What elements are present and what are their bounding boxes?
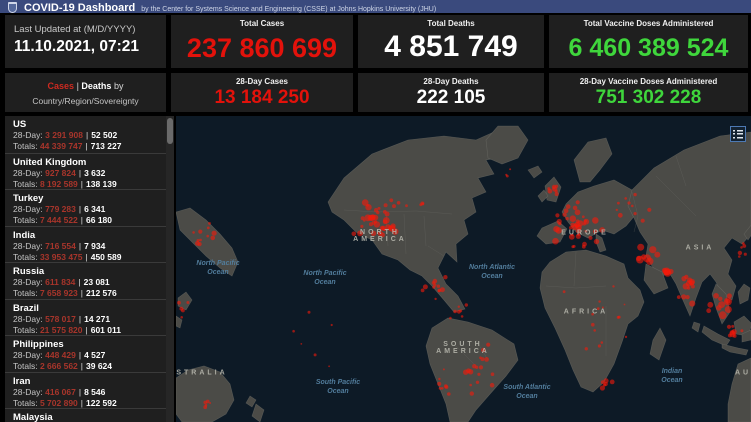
app-header: COVID-19 Dashboard by the Center for Sys… bbox=[0, 0, 751, 13]
day-vaccines-value: 751 302 228 bbox=[595, 87, 702, 108]
country-row-philippines[interactable]: Philippines 28-Day: 448 429 | 4 527 Totals… bbox=[5, 335, 166, 372]
country-totals-line: Totals: 7 658 923 | 212 576 bbox=[13, 288, 117, 298]
country-totals-line: Totals: 7 444 522 | 66 180 bbox=[13, 215, 112, 225]
country-name: United Kingdom bbox=[13, 156, 87, 168]
day-cases-label: 28-Day Cases bbox=[235, 77, 289, 86]
country-totals-line: Totals: 33 953 475 | 450 589 bbox=[13, 251, 122, 262]
country-28day-line: 28-Day: 416 067 | 8 546 bbox=[13, 386, 106, 397]
country-totals-line: Totals: 8 192 589 | 138 139 bbox=[13, 178, 117, 189]
country-row-russia[interactable]: Russia 28-Day: 611 834 | 23 081 Totals: 7 … bbox=[5, 262, 166, 299]
day-deaths-panel: 28-Day Deaths 222 105 bbox=[358, 73, 544, 112]
app-title: COVID-19 Dashboard bbox=[24, 2, 136, 13]
country-28day-line: 28-Day: 3 291 908 | 52 502 bbox=[13, 130, 118, 140]
day-vaccines-label: 28-Day Vaccine Doses Administered bbox=[579, 77, 718, 86]
case-dots-layer bbox=[177, 168, 747, 410]
last-updated-panel: Last Updated at (M/D/YYYY) 11.10.2021, 0… bbox=[5, 15, 166, 68]
country-28day-line: 28-Day: 448 429 | 4 527 bbox=[13, 350, 106, 360]
day-cases-panel: 28-Day Cases 13 184 250 bbox=[171, 73, 353, 112]
day-deaths-value: 222 105 bbox=[416, 87, 486, 108]
scrollbar-thumb[interactable] bbox=[167, 118, 173, 144]
country-name: Russia bbox=[13, 266, 45, 277]
country-row-iran[interactable]: Iran 28-Day: 416 067 | 8 546 Totals: 5 702… bbox=[5, 371, 166, 409]
last-updated-value: 11.10.2021, 07:21 bbox=[14, 38, 139, 55]
country-name: India bbox=[13, 229, 36, 241]
country-28day-line: 28-Day: 716 554 | 7 934 bbox=[13, 240, 106, 251]
day-cases-value: 13 184 250 bbox=[214, 87, 310, 108]
country-totals-line: Totals: 21 575 820 | 601 011 bbox=[13, 324, 121, 335]
country-name: Iran bbox=[13, 375, 31, 387]
world-map[interactable]: NORTH AMERICA SOUTH AMERICA EUROPE AFRIC… bbox=[176, 116, 751, 422]
country-list-scrollbar[interactable] bbox=[166, 116, 174, 422]
country-28day-line: 28-Day: 927 824 | 3 632 bbox=[13, 167, 106, 178]
country-totals-line: Totals: 44 339 747 | 713 227 bbox=[13, 141, 122, 151]
country-totals-line: Totals: 5 702 890 | 122 592 bbox=[13, 397, 117, 408]
country-row-turkey[interactable]: Turkey 28-Day: 779 283 | 6 341 Totals: 7 4… bbox=[5, 189, 166, 226]
country-name: Turkey bbox=[13, 193, 44, 204]
world-map-canvas bbox=[176, 125, 751, 422]
country-name: US bbox=[13, 119, 27, 130]
legend-button[interactable] bbox=[730, 126, 746, 142]
legend-list-icon bbox=[733, 129, 743, 139]
total-deaths-panel: Total Deaths 4 851 749 bbox=[358, 15, 544, 68]
total-cases-panel: Total Cases 237 860 699 bbox=[171, 15, 353, 68]
total-vaccines-panel: Total Vaccine Doses Administered 6 460 3… bbox=[549, 15, 748, 68]
country-row-india[interactable]: India 28-Day: 716 554 | 7 934 Totals: 33 9… bbox=[5, 225, 166, 263]
total-vaccines-label: Total Vaccine Doses Administered bbox=[583, 19, 714, 28]
last-updated-label: Last Updated at (M/D/YYYY) bbox=[14, 24, 136, 35]
country-row-united-kingdom[interactable]: United Kingdom 28-Day: 927 824 | 3 632 Tot… bbox=[5, 152, 166, 190]
total-vaccines-value: 6 460 389 524 bbox=[568, 34, 729, 62]
day-vaccines-panel: 28-Day Vaccine Doses Administered 751 30… bbox=[549, 73, 748, 112]
total-cases-label: Total Cases bbox=[239, 19, 285, 28]
total-deaths-value: 4 851 749 bbox=[384, 30, 518, 63]
country-28day-line: 28-Day: 611 834 | 23 081 bbox=[13, 277, 110, 287]
country-list: US 28-Day: 3 291 908 | 52 502 Totals: 44 3… bbox=[5, 116, 166, 422]
country-totals-line: Totals: 2 666 562 | 39 624 bbox=[13, 361, 112, 371]
country-28day-line: 28-Day: 779 283 | 6 341 bbox=[13, 204, 106, 214]
country-name: Malaysia bbox=[13, 412, 53, 422]
sidebar-header-panel: Cases | Deaths by Country/Region/Soverei… bbox=[5, 73, 166, 112]
day-deaths-label: 28-Day Deaths bbox=[423, 77, 479, 86]
country-row-brazil[interactable]: Brazil 28-Day: 578 017 | 14 271 Totals: 21… bbox=[5, 298, 166, 336]
country-row-malaysia[interactable]: Malaysia 28-Day: 321 701|4 846 bbox=[5, 408, 166, 422]
jhu-shield-icon bbox=[8, 2, 17, 13]
sidebar-header-line1: Cases | Deaths by bbox=[47, 81, 124, 91]
country-row-us[interactable]: US 28-Day: 3 291 908 | 52 502 Totals: 44 3… bbox=[5, 116, 166, 153]
country-28day-line: 28-Day: 578 017 | 14 271 bbox=[13, 313, 111, 324]
total-deaths-label: Total Deaths bbox=[427, 19, 475, 28]
app-subtitle: by the Center for Systems Science and En… bbox=[141, 5, 437, 13]
country-name: Brazil bbox=[13, 302, 39, 314]
country-name: Philippines bbox=[13, 339, 64, 350]
sidebar-header-line2: Country/Region/Sovereignty bbox=[32, 96, 139, 106]
total-cases-value: 237 860 699 bbox=[186, 33, 338, 63]
